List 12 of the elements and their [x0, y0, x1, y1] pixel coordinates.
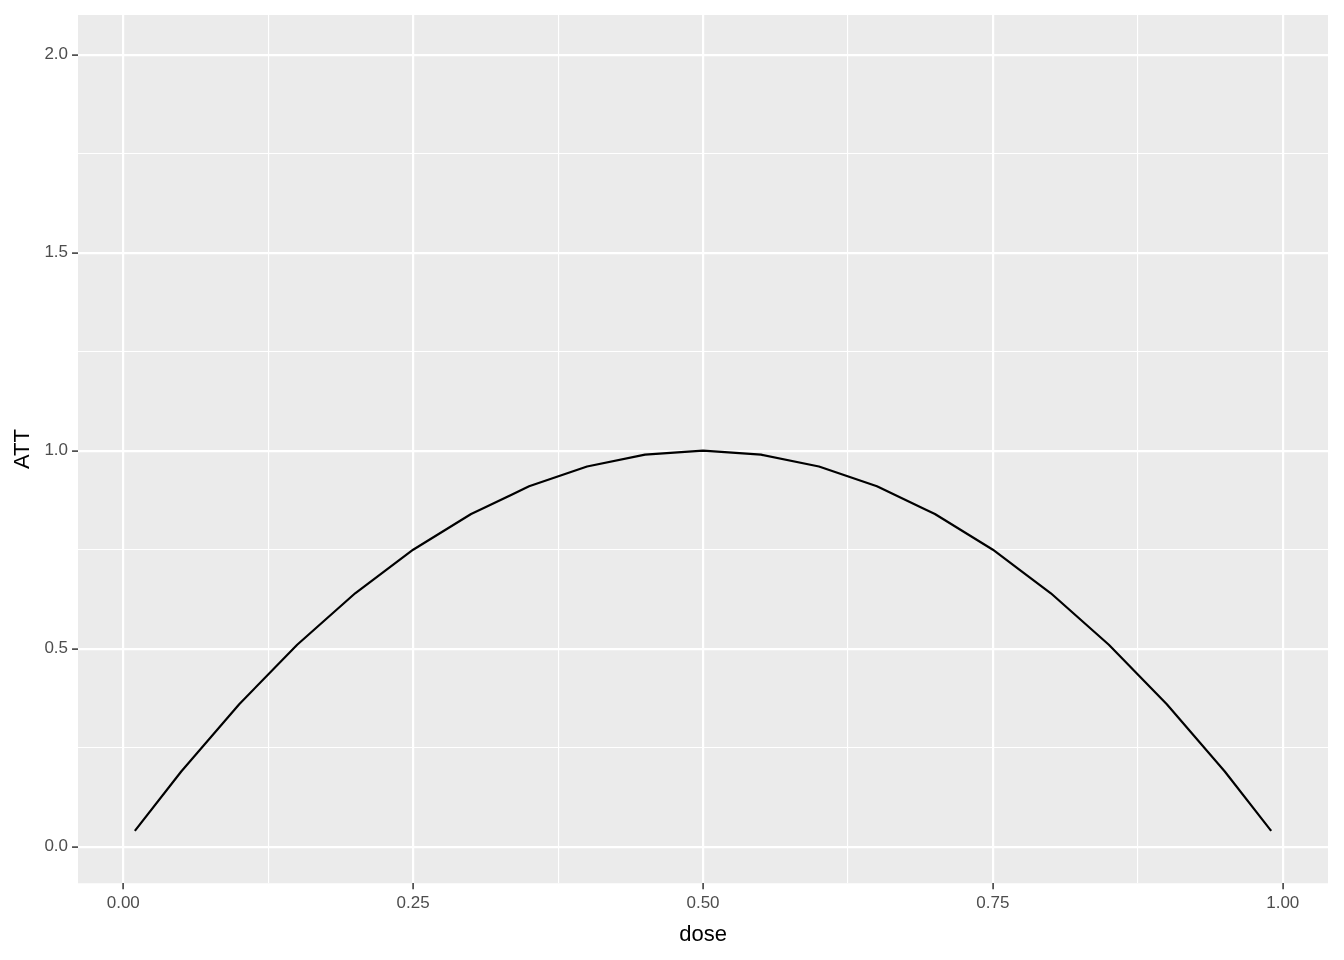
- x-tick-label: 0.00: [106, 893, 140, 913]
- x-axis-title: dose: [679, 920, 727, 946]
- x-tick-label: 1.00: [1266, 893, 1300, 913]
- x-tick-label: 0.75: [976, 893, 1010, 913]
- x-tick-label: 0.50: [686, 893, 720, 913]
- x-tick-label: 0.25: [396, 893, 430, 913]
- y-tick-label: 0.5: [44, 638, 69, 658]
- y-axis-title: ATT: [9, 429, 35, 470]
- y-tick-label: 1.5: [44, 242, 69, 262]
- y-tick-label: 0.0: [44, 836, 69, 856]
- y-tick-label: 1.0: [44, 440, 69, 460]
- y-tick-label: 2.0: [44, 44, 69, 64]
